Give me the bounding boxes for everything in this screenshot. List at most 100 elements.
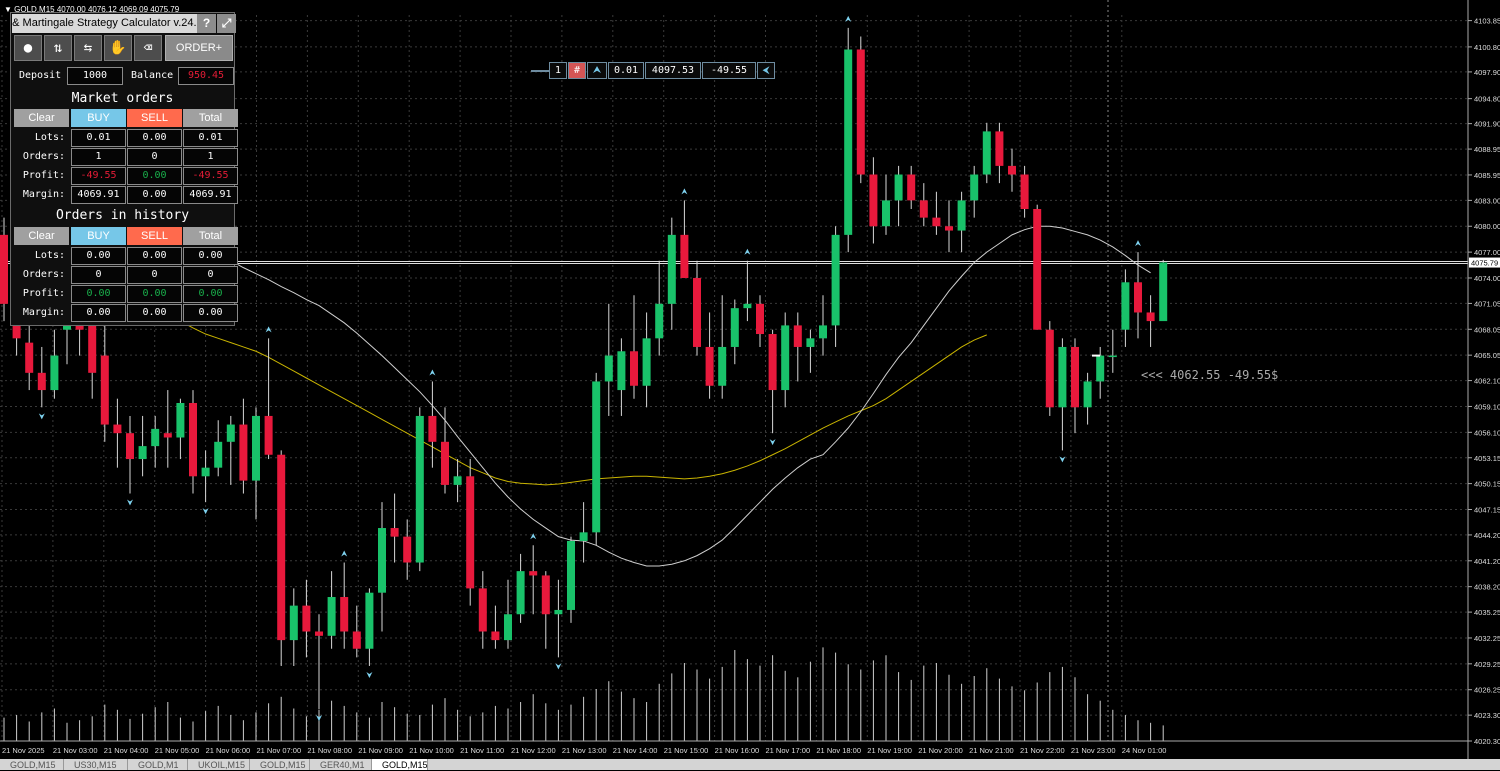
chart-tab[interactable]: GER40,M1 <box>310 759 372 770</box>
trade-close-icon[interactable]: ⮜ <box>757 62 775 79</box>
hand-icon[interactable]: ✋ <box>104 35 132 61</box>
price-tick-label: 4077.00 <box>1474 248 1500 257</box>
balance-field: 950.45 <box>178 67 234 85</box>
time-tick-label: 21 Nov 12:00 <box>511 746 556 755</box>
sort-icon[interactable]: ⇅ <box>44 35 72 61</box>
time-tick-label: 21 Nov 23:00 <box>1071 746 1116 755</box>
market-cell: -49.55 <box>183 167 238 185</box>
price-tick-label: 4088.95 <box>1474 145 1500 154</box>
collapse-button[interactable]: ⤢ <box>217 14 236 33</box>
candle-body <box>1083 381 1092 408</box>
chart-tab[interactable]: GOLD,M1 <box>128 759 188 770</box>
candle-body <box>466 476 475 589</box>
candle-body <box>856 49 865 175</box>
time-tick-label: 21 Nov 08:00 <box>307 746 352 755</box>
candle-body <box>743 303 752 309</box>
history-row-label: Margin: <box>22 307 65 318</box>
history-sell-button[interactable]: SELL <box>127 227 182 245</box>
candle-body <box>504 614 512 641</box>
market-cell: -49.55 <box>71 167 126 185</box>
balance-label: Balance <box>131 70 174 81</box>
price-tick-label: 4041.20 <box>1474 557 1500 566</box>
price-tick-label: 4056.10 <box>1474 428 1500 437</box>
panel-title[interactable]: rid & Martingale Strategy Calculator v.2… <box>12 14 208 33</box>
history-total-button[interactable]: Total <box>183 227 238 245</box>
calculator-panel: rid & Martingale Strategy Calculator v.2… <box>10 12 238 326</box>
candle-body <box>239 424 248 481</box>
slow-ma-line <box>154 303 987 486</box>
price-tick-label: 4094.80 <box>1474 95 1500 104</box>
history-cell: 0 <box>127 266 182 284</box>
price-tick-label: 4100.80 <box>1474 43 1500 52</box>
price-tick-label: 4074.00 <box>1474 274 1500 283</box>
candle-body <box>1045 329 1054 408</box>
candle-body <box>793 325 802 347</box>
price-tick-label: 4062.10 <box>1474 377 1500 386</box>
deposit-field[interactable]: 1000 <box>67 67 123 85</box>
price-tick-label: 4091.90 <box>1474 120 1500 129</box>
market-row-label: Margin: <box>22 189 65 200</box>
candle-body <box>378 528 386 593</box>
price-tick-label: 4071.05 <box>1474 299 1500 308</box>
chart-tab[interactable]: GOLD,M15 <box>250 759 310 770</box>
candle-body <box>579 532 588 541</box>
candle-body <box>214 441 223 468</box>
candle-body <box>289 605 298 641</box>
candle-body <box>945 226 953 231</box>
candle-body <box>1096 355 1105 382</box>
time-tick-label: 21 Nov 11:00 <box>460 746 504 755</box>
time-tick-label: 21 Nov 19:00 <box>867 746 912 755</box>
chart-tab[interactable]: GOLD,M15 <box>0 759 64 770</box>
backspace-icon[interactable]: ⌫ <box>134 35 162 61</box>
market-clear-button[interactable]: Clear <box>14 109 69 127</box>
price-tick-label: 4083.00 <box>1474 196 1500 205</box>
price-tick-label: 4065.05 <box>1474 351 1500 360</box>
trade-ticket[interactable]: 1 <box>549 62 567 79</box>
fractal-down-arrow <box>316 715 322 722</box>
candle-body <box>567 540 575 610</box>
market-total-button[interactable]: Total <box>183 109 238 127</box>
chart-tab[interactable]: US30,M15 <box>64 759 128 770</box>
trade-lots[interactable]: 0.01 <box>608 62 644 79</box>
candle-body <box>264 415 273 455</box>
candle-body <box>1108 355 1117 358</box>
chart-tab[interactable]: UKOIL,M15 <box>188 759 250 770</box>
candle-body <box>957 200 966 231</box>
market-orders-title: Market orders <box>71 91 174 106</box>
candle-body <box>415 415 424 563</box>
market-buy-button[interactable]: BUY <box>71 109 126 127</box>
current-price-label: 4075.79 <box>1471 259 1498 268</box>
bomb-icon[interactable]: ● <box>14 35 42 61</box>
candle-body <box>1058 346 1067 408</box>
candle-body <box>541 575 550 615</box>
candle-body <box>138 446 147 460</box>
swap-icon[interactable]: ⇆ <box>74 35 102 61</box>
trade-annotation: <<< 4062.55 -49.55$ <box>1141 368 1279 382</box>
fractal-up-arrow <box>1135 240 1141 247</box>
trade-price[interactable]: 4097.53 <box>645 62 701 79</box>
candle-body <box>680 234 689 278</box>
time-tick-label: 21 Nov 06:00 <box>206 746 251 755</box>
trade-hash[interactable]: # <box>568 62 586 79</box>
chart-tab[interactable]: GOLD,M15 <box>372 759 428 770</box>
candle-body <box>25 342 34 373</box>
candle-body <box>365 592 374 649</box>
time-tick-label: 21 Nov 04:00 <box>104 746 149 755</box>
candle-body <box>970 174 979 201</box>
time-tick-label: 21 Nov 15:00 <box>664 746 709 755</box>
candle-body <box>982 131 991 175</box>
market-sell-button[interactable]: SELL <box>127 109 182 127</box>
market-row-label: Orders: <box>22 151 65 162</box>
fractal-up-arrow <box>265 326 272 333</box>
help-button[interactable]: ? <box>197 14 216 33</box>
fractal-up-arrow <box>744 248 751 255</box>
candle-body <box>327 597 336 636</box>
history-clear-button[interactable]: Clear <box>14 227 69 245</box>
candle-body <box>37 372 46 391</box>
candle-body <box>352 631 361 649</box>
order-plus-button[interactable]: ORDER+ <box>165 35 233 61</box>
history-row-label: Lots: <box>34 250 65 261</box>
history-buy-button[interactable]: BUY <box>71 227 126 245</box>
candle-body <box>453 476 462 485</box>
